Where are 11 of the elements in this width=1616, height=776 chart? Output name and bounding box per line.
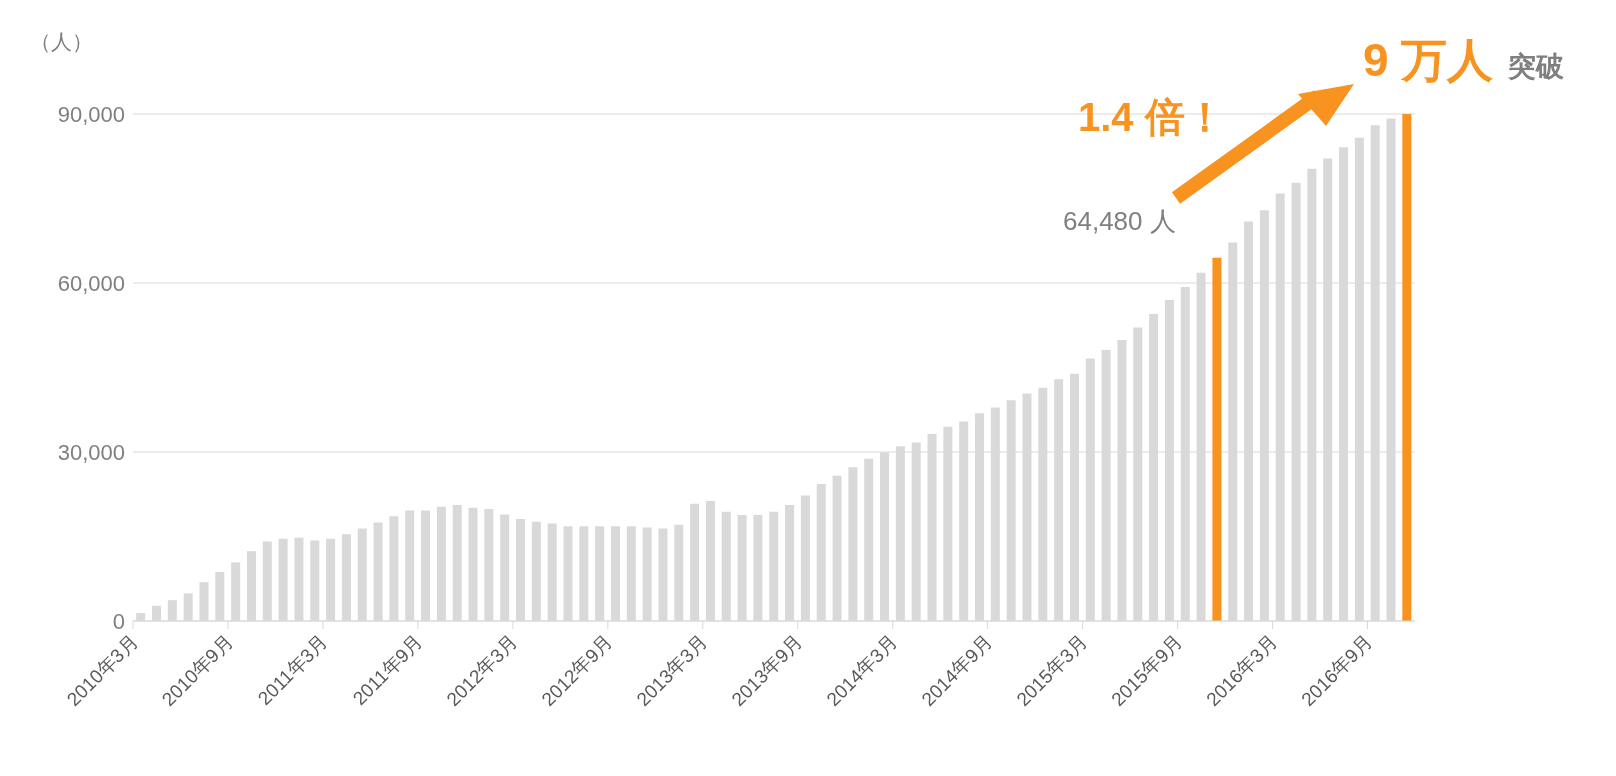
y-tick-label: 0 bbox=[112, 608, 125, 634]
y-axis-title: （人） bbox=[30, 29, 93, 55]
annotation: 1.4 倍！ bbox=[1078, 94, 1225, 141]
bar bbox=[1402, 114, 1412, 621]
annotation: 64,480 人 bbox=[1063, 205, 1176, 238]
y-tick-label: 90,000 bbox=[57, 101, 125, 127]
text: 9 万人 bbox=[1363, 33, 1494, 88]
y-tick-label: 30,000 bbox=[57, 439, 125, 465]
bar bbox=[1212, 257, 1222, 621]
text: 突破 bbox=[1508, 50, 1564, 84]
y-tick-label: 60,000 bbox=[57, 270, 125, 296]
